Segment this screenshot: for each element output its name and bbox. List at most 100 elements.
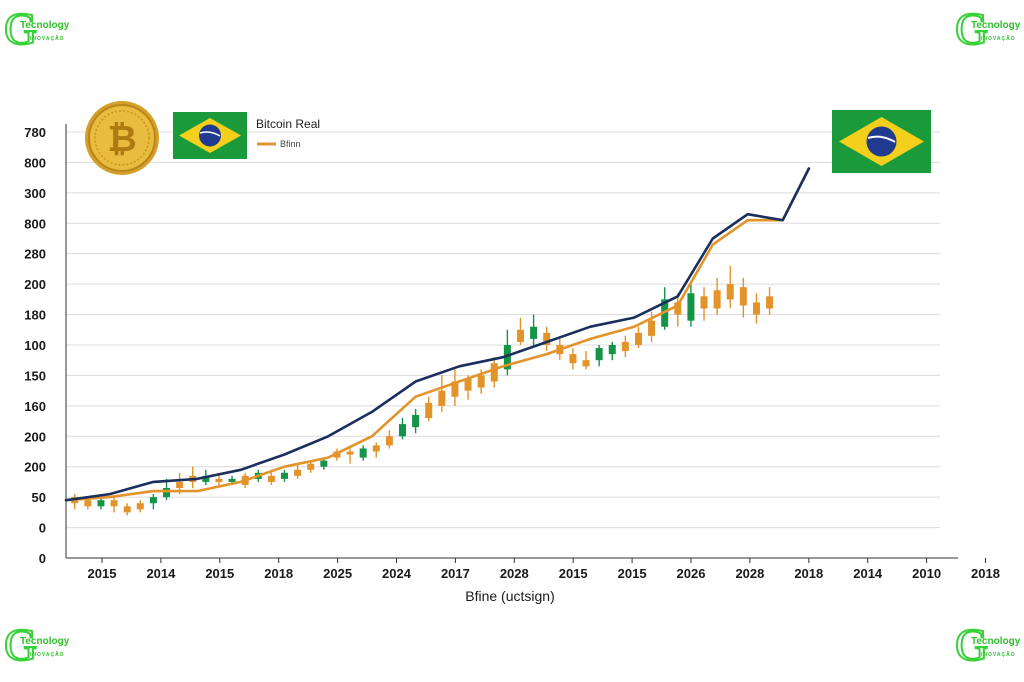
watermark-subtext: INOVAÇÃO bbox=[30, 652, 65, 658]
x-tick-label: 2014 bbox=[853, 566, 883, 581]
candle-body bbox=[385, 436, 393, 446]
watermark-text: Tecnology bbox=[971, 20, 1021, 31]
candle-body bbox=[543, 332, 551, 345]
brazil-flag-icon bbox=[173, 112, 247, 159]
watermark-letter: G bbox=[3, 619, 38, 670]
candle-body bbox=[281, 472, 288, 479]
x-axis-tick-labels: 2015 2014 2015 2018 2025 2024 2017 2028 2015 2015… bbox=[88, 558, 1000, 581]
candle-body bbox=[713, 290, 721, 309]
candle-body bbox=[503, 345, 511, 370]
candle-body bbox=[215, 478, 223, 482]
candle-body bbox=[97, 500, 105, 507]
candle-body bbox=[451, 381, 459, 397]
candle-body bbox=[477, 375, 485, 388]
candle-body bbox=[372, 445, 380, 452]
x-tick-label: 2014 bbox=[146, 566, 176, 581]
y-tick-label: 780 bbox=[24, 125, 46, 140]
watermark-letter: G bbox=[954, 619, 989, 670]
y-tick-label: 160 bbox=[24, 399, 46, 414]
x-tick-label: 2015 bbox=[88, 566, 117, 581]
brazil-flag-icon bbox=[832, 110, 931, 173]
x-tick-label: 2018 bbox=[264, 566, 293, 581]
candle-body bbox=[359, 448, 367, 458]
candle-body bbox=[438, 390, 446, 406]
candle-body bbox=[228, 478, 236, 482]
x-tick-label: 2026 bbox=[677, 566, 706, 581]
candle-body bbox=[648, 320, 656, 336]
watermark-letter: G bbox=[3, 3, 38, 54]
y-tick-label: 150 bbox=[24, 368, 46, 383]
candle-body bbox=[464, 378, 472, 391]
chart-gridlines bbox=[66, 131, 940, 529]
candle-body bbox=[149, 497, 157, 504]
x-tick-label: 2025 bbox=[323, 566, 352, 581]
x-tick-label: 2028 bbox=[735, 566, 764, 581]
candle-body bbox=[320, 460, 328, 467]
candle-body bbox=[687, 293, 695, 321]
candle-body bbox=[582, 360, 590, 367]
bitcoin-coin-icon: ₿ bbox=[85, 101, 159, 175]
candle-body bbox=[530, 326, 538, 339]
candle-body bbox=[123, 506, 131, 513]
candle-body bbox=[425, 402, 433, 419]
candle-body bbox=[739, 287, 747, 306]
y-tick-label: 100 bbox=[24, 338, 46, 353]
candle-body bbox=[569, 354, 577, 364]
x-tick-label: 2015 bbox=[559, 566, 588, 581]
candle-body bbox=[674, 302, 682, 315]
y-axis-tick-labels: 780 800 300 800 280 200 180 100 150 160 200 200 50 0 0 bbox=[24, 125, 46, 566]
candle-body bbox=[700, 296, 708, 309]
candle-body bbox=[346, 451, 354, 455]
legend-series-label: Bfinn bbox=[280, 139, 301, 149]
candle-body bbox=[294, 469, 302, 476]
candle-body bbox=[412, 414, 420, 428]
watermark-logo: G Tecnology INOVAÇÃO bbox=[3, 621, 76, 672]
watermark-text: Tecnology bbox=[20, 20, 70, 31]
candle-body bbox=[84, 500, 92, 507]
y-tick-label: 180 bbox=[24, 308, 46, 323]
candle-body bbox=[163, 488, 171, 498]
y-tick-label: 200 bbox=[24, 429, 46, 444]
y-tick-label: 200 bbox=[24, 277, 46, 292]
watermark-text: Tecnology bbox=[971, 636, 1021, 647]
x-tick-label: 2017 bbox=[441, 566, 470, 581]
candle-body bbox=[621, 341, 629, 352]
chart-axes bbox=[65, 124, 958, 559]
legend-title: Bitcoin Real bbox=[256, 117, 320, 131]
y-tick-label: 800 bbox=[24, 155, 46, 170]
chart-legend: Bitcoin Real Bfinn bbox=[256, 117, 320, 149]
watermark-logo: G Tecnology INOVAÇÃO bbox=[954, 621, 1024, 672]
y-tick-label: 280 bbox=[24, 247, 46, 262]
candle-body bbox=[307, 463, 315, 470]
candle-body bbox=[516, 329, 524, 342]
watermark-subtext: INOVAÇÃO bbox=[981, 36, 1016, 42]
x-tick-label: 2018 bbox=[971, 566, 1000, 581]
x-axis-label: Bfine (uctsign) bbox=[465, 588, 554, 604]
x-tick-label: 2015 bbox=[618, 566, 647, 581]
x-tick-label: 2010 bbox=[912, 566, 941, 581]
x-tick-label: 2024 bbox=[382, 566, 412, 581]
candle-body bbox=[752, 302, 760, 315]
y-tick-label: 800 bbox=[24, 216, 46, 231]
navy-trend-line bbox=[64, 167, 811, 502]
candle-body bbox=[110, 500, 118, 507]
y-tick-label: 50 bbox=[32, 490, 46, 505]
svg-text:₿: ₿ bbox=[107, 119, 136, 160]
watermark-text: Tecnology bbox=[20, 636, 70, 647]
y-tick-label: 200 bbox=[24, 460, 46, 475]
candlestick-series bbox=[71, 265, 774, 516]
watermark-subtext: INOVAÇÃO bbox=[30, 36, 65, 42]
watermark-logo: G Tecnology INOVAÇÃO bbox=[954, 5, 1024, 56]
candle-body bbox=[634, 332, 642, 345]
watermark-subtext: INOVAÇÃO bbox=[981, 652, 1016, 658]
x-tick-label: 2028 bbox=[500, 566, 529, 581]
y-tick-label: 0 bbox=[39, 551, 46, 566]
x-tick-label: 2018 bbox=[794, 566, 823, 581]
candle-body bbox=[726, 284, 734, 300]
watermark-letter: G bbox=[954, 3, 989, 54]
candle-body bbox=[608, 345, 616, 355]
trend-lines bbox=[64, 167, 811, 502]
watermark-logo: G Tecnology INOVAÇÃO bbox=[3, 5, 76, 56]
candle-body bbox=[136, 503, 144, 510]
